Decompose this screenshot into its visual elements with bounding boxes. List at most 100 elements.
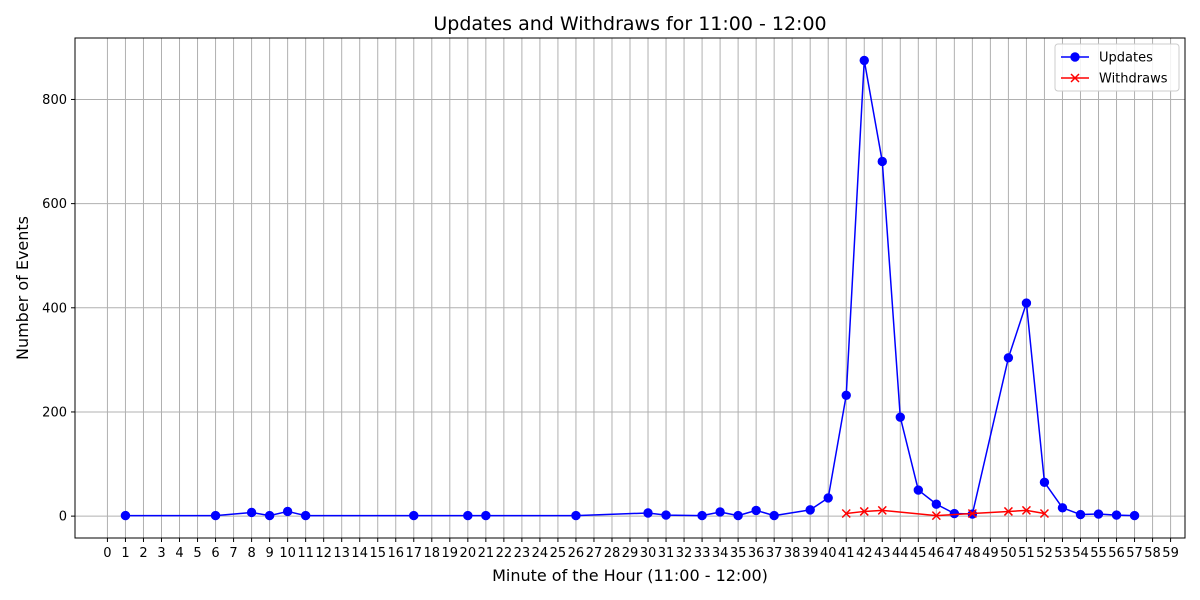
data-point-updates [715,507,725,517]
series-line-withdraws [846,509,1045,517]
data-point-withdraws [859,506,869,516]
x-tick-label: 18 [424,546,441,561]
x-tick-label: 5 [193,546,201,561]
x-tick-label: 57 [1126,546,1143,561]
chart-title: Updates and Withdraws for 11:00 - 12:00 [433,13,826,35]
y-tick-label: 0 [59,510,67,525]
x-tick-label: 26 [568,546,585,561]
data-point-updates [751,505,761,516]
data-point-withdraws [877,505,887,515]
legend-item-updates: Updates [1061,51,1153,66]
marker-stroke [859,506,869,516]
y-tick-label: 600 [42,197,67,212]
x-tick-label: 53 [1054,546,1071,561]
data-point-updates [877,156,887,167]
marker-stroke [931,511,941,521]
marker-stroke [841,508,851,519]
x-tick-label: 39 [802,546,819,561]
data-point-updates [264,510,275,521]
x-tick-label: 8 [247,546,255,561]
series-layer [120,55,1140,521]
marker-stroke [1021,505,1031,515]
x-tick-label: 37 [766,546,783,561]
data-point-updates [571,510,581,521]
x-tick-label: 0 [103,546,111,561]
data-point-updates [1039,477,1050,487]
x-tick-label: 51 [1018,546,1035,561]
legend-label: Withdraws [1099,72,1168,87]
x-tick-label: 44 [892,546,909,561]
x-tick-label: 1 [121,546,129,561]
x-tick-label: 13 [333,546,350,561]
x-tick-label: 49 [982,546,999,561]
x-tick-label: 16 [387,546,404,561]
data-point-updates [246,507,257,518]
x-tick-label: 3 [157,546,165,561]
data-point-updates [643,508,653,518]
y-tick-label: 400 [42,301,67,316]
data-point-updates [859,55,869,66]
x-tick-label: 29 [622,546,639,561]
data-point-updates [282,506,293,517]
x-tick-label: 55 [1090,546,1107,561]
ticks: 0 1 2 3 4 5 6 7 8 9 10 11 12 13 14 15 16 17 18 19 20 21 22 23 24… [42,93,1179,561]
marker-stroke [877,505,887,515]
data-point-withdraws [1021,505,1031,515]
y-tick-label: 200 [42,405,67,420]
x-tick-label: 59 [1162,546,1179,561]
x-tick-label: 41 [838,546,855,561]
x-tick-label: 4 [175,546,183,561]
y-axis-title: Number of Events [13,216,32,360]
data-point-updates [409,510,419,521]
legend: Updates Withdraws [1054,43,1180,92]
marker-stroke [1003,506,1013,516]
data-point-updates [1111,510,1122,520]
x-tick-label: 33 [694,546,711,561]
x-tick-label: 45 [910,546,927,561]
x-tick-label: 11 [297,546,314,561]
data-point-updates [120,510,131,521]
data-point-updates [1093,509,1104,519]
y-tick-label: 800 [42,93,67,108]
x-tick-label: 40 [820,546,837,561]
data-point-updates [300,510,311,521]
series-updates [120,55,1140,521]
x-tick-label: 2 [139,546,147,561]
data-point-updates [1003,353,1014,363]
data-point-updates [481,510,491,521]
x-tick-label: 6 [211,546,219,561]
legend-marker [1070,52,1080,62]
x-tick-label: 10 [279,546,296,561]
data-point-updates [931,499,942,509]
x-tick-label: 30 [640,546,657,561]
x-tick-label: 36 [748,546,765,561]
x-tick-label: 28 [604,546,621,561]
x-tick-label: 38 [784,546,801,561]
x-tick-label: 52 [1036,546,1053,561]
x-tick-label: 47 [946,546,963,561]
data-point-updates [733,510,743,521]
x-tick-label: 58 [1144,546,1161,561]
data-point-withdraws [1039,508,1049,519]
x-tick-label: 27 [586,546,603,561]
x-tick-label: 19 [442,546,459,561]
legend-box [1054,43,1180,92]
x-tick-label: 22 [496,546,513,561]
x-tick-label: 25 [550,546,567,561]
x-tick-label: 7 [229,546,237,561]
x-tick-label: 35 [730,546,747,561]
data-point-updates [661,510,671,520]
data-point-withdraws [931,511,941,521]
x-tick-label: 48 [964,546,981,561]
x-tick-label: 54 [1072,546,1089,561]
data-point-updates [1021,298,1032,308]
legend-marker [1070,73,1080,83]
x-axis-title: Minute of the Hour (11:00 - 12:00) [492,566,768,585]
data-point-updates [1057,503,1068,513]
data-point-updates [949,508,960,519]
x-tick-label: 56 [1108,546,1125,561]
x-tick-label: 20 [460,546,477,561]
legend-item-withdraws: Withdraws [1061,72,1168,87]
marker-stroke [1070,73,1080,83]
